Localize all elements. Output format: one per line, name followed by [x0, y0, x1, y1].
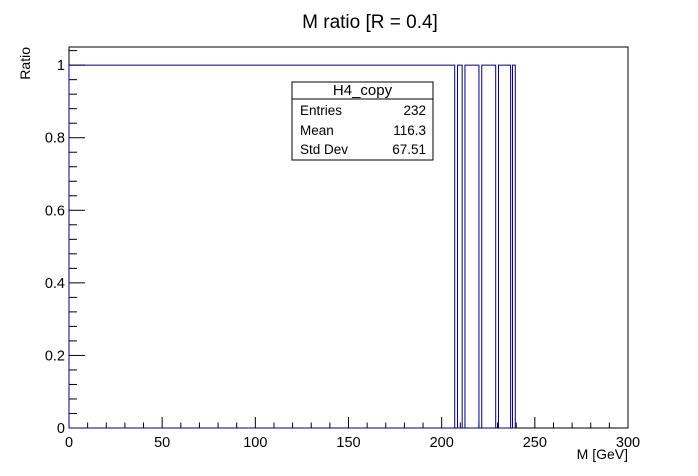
stats-entries-value: 232	[403, 103, 426, 118]
x-tick-label-3: 150	[336, 435, 360, 451]
stats-box: H4_copy Entries 232 Mean 116.3 Std Dev 6…	[291, 81, 434, 161]
y-axis-label: Ratio	[17, 47, 33, 80]
y-tick-label-0: 0	[57, 421, 65, 437]
y-tick-label-2: 0.4	[45, 276, 65, 292]
histogram-bin-2	[457, 64, 463, 429]
x-tick-label-5: 250	[523, 435, 547, 451]
stats-stddev-value: 67.51	[392, 142, 426, 157]
y-tick-label-3: 0.6	[45, 203, 65, 219]
x-axis-label: M [GeV]	[577, 446, 628, 462]
stats-box-title: H4_copy	[333, 82, 393, 99]
x-tick-label-0: 0	[65, 435, 73, 451]
histogram-bin-6	[481, 64, 497, 429]
x-tick-label-1: 50	[154, 435, 170, 451]
stats-mean-value: 116.3	[393, 123, 426, 138]
chart-title: M ratio [R = 0.4]	[302, 12, 438, 33]
histogram-bin-8	[497, 64, 512, 429]
histogram-bin-4	[464, 64, 480, 429]
y-tick-label-5: 1	[57, 58, 65, 74]
x-tick-label-4: 200	[430, 435, 454, 451]
x-tick-label-2: 100	[243, 435, 267, 451]
y-tick-label-4: 0.8	[45, 131, 65, 147]
x-tick-label-6: 300	[616, 435, 640, 451]
stats-stddev-label: Std Dev	[300, 142, 348, 157]
stats-box-border	[291, 81, 434, 161]
histogram-bin-0	[68, 64, 456, 429]
stats-mean-label: Mean	[300, 123, 334, 138]
histogram-bin-10	[511, 64, 516, 429]
stats-entries-label: Entries	[300, 103, 342, 118]
y-tick-label-1: 0.2	[45, 348, 65, 364]
